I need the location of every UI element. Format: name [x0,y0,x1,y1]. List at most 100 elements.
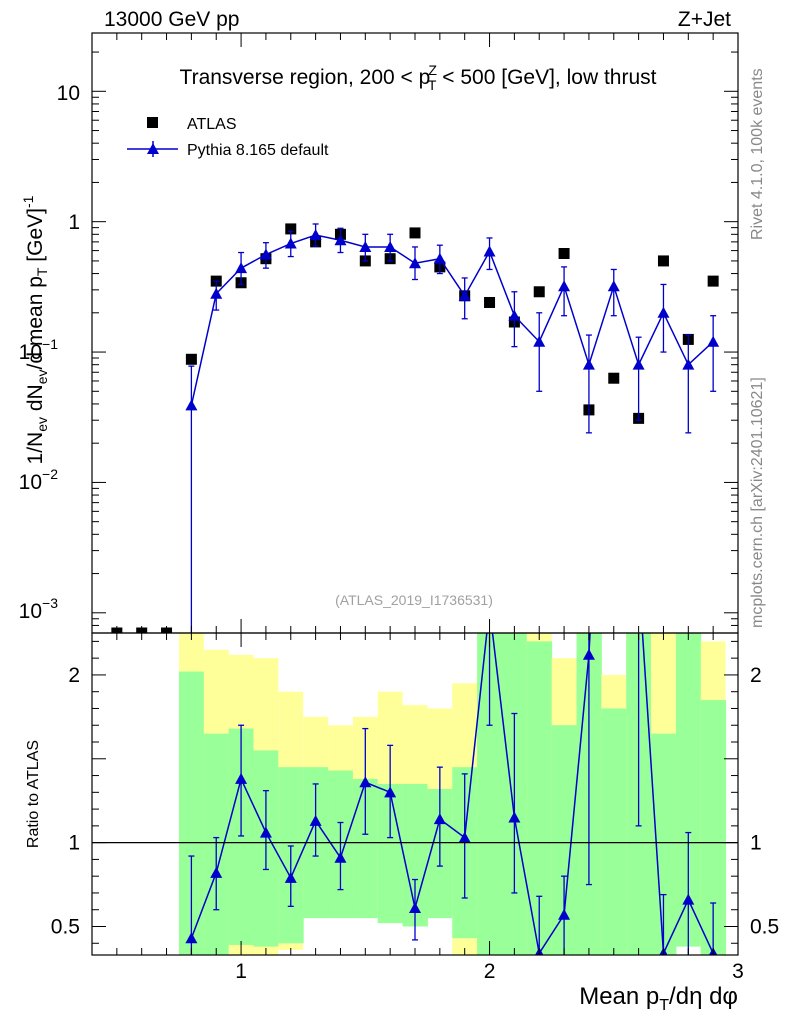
ratio-ytick-label-right: 2 [750,664,762,687]
mc-point-pythia [359,240,372,252]
xlabel: Mean pT/dη dφ [579,983,738,1014]
mc-point-pythia [235,262,248,274]
data-point-atlas [707,275,719,287]
legend-mc-label: Pythia 8.165 default [187,142,329,159]
data-point-atlas [285,223,297,235]
mc-point-pythia [508,309,521,321]
ratio-point [458,831,471,843]
ratio-point [409,902,421,914]
ratio-point [508,811,521,823]
ratio-point [235,772,248,784]
main-ylabel-d: [GeV] [24,208,47,268]
xtick-labels: 1 2 3 [235,960,744,983]
main-ylabel-b: dN [24,384,47,417]
legend-mc-marker [147,143,159,154]
ratio-uncertainty-bands [178,633,727,955]
ratio-ytick-label-left: 2 [68,664,80,687]
header-right: Z+Jet [678,8,731,31]
chart-title-a: Transverse region, 200 < p [180,66,431,89]
ytick-label-1e-2-base: 10 [19,471,42,494]
ytick-label-1e-3: 10−3 [19,595,59,623]
ratio-point [608,166,620,177]
data-point-atlas [533,286,545,298]
mc-point-pythia [334,234,347,246]
ratio-ytick-label-left: 0.5 [51,915,80,938]
mc-point-pythia [682,358,695,370]
chart-title-sub: T [428,77,437,93]
mc-point-pythia [533,335,546,347]
ratio-plot-marks [185,166,718,955]
mc-point-pythia [657,306,670,318]
ratio-point [384,786,397,798]
xlabel-b: /dη dφ [669,983,738,1010]
main-ylabel-s3: T [34,267,50,276]
mc-point-pythia [210,287,223,299]
chart-title: Transverse region, 200 < pZ T < 500 [GeV]… [180,62,657,93]
main-ylabel-s1: ev [34,417,50,432]
side-label-rivet: Rivet 4.1.0, 100k events [749,68,766,240]
xtick-label: 1 [235,960,247,983]
main-ylabel-s2: ev [34,369,50,384]
data-point-atlas [657,255,669,267]
ratio-point [284,871,297,883]
xlabel-a: Mean p [579,983,659,1010]
ytick-label-10: 10 [57,82,80,105]
ytick-label-1e-1-exp: −1 [42,336,58,352]
mc-point-pythia [309,229,322,241]
ytick-label-1: 1 [68,211,80,234]
ratio-point [682,893,695,905]
mc-point-pythia [433,252,446,264]
ratio-point [259,826,272,838]
mc-point-pythia [458,289,471,301]
mc-point-pythia [582,358,595,370]
ratio-point [433,813,446,825]
ytick-label-1e-1-base: 10 [19,341,42,364]
mc-point-pythia [284,237,297,249]
legend-data-marker [147,117,158,128]
ytick-label-1e-2-exp: −2 [42,466,58,482]
mc-point-pythia [707,335,720,347]
legend: ATLAS Pythia 8.165 default [127,116,329,159]
header-left: 13000 GeV pp [104,8,239,31]
xtick-label: 3 [732,960,744,983]
xlabel-sub: T [659,997,669,1014]
data-point-atlas [409,227,421,239]
mc-point-pythia [483,245,496,257]
data-point-atlas [608,372,620,384]
ytick-label-1e-1: 10−1 [19,336,59,364]
ratio-point [558,908,571,920]
main-ylabel-c: /d mean p [24,276,47,369]
data-point-atlas [185,353,197,365]
chart-title-sup: Z [428,62,437,78]
xtick-label: 2 [484,960,496,983]
main-ylabel-s4: -1 [20,195,36,208]
ratio-ytick-labels: 0.5 0.5 1 1 2 2 [51,664,779,939]
main-ylabel: 1/Nev dNev/d mean pT [GeV]-1 [20,195,50,464]
ratio-point [185,932,198,944]
ratio-point [210,866,223,878]
mc-point-pythia [558,280,571,292]
axis-ticks [91,33,739,955]
data-point-atlas [558,248,570,260]
ratio-ytick-label-left: 1 [68,832,80,855]
ytick-label-1e-3-base: 10 [19,600,42,623]
chart-title-b: < 500 [GeV], low thrust [436,66,656,89]
mc-point-pythia [607,280,620,292]
ratio-point [359,776,372,788]
ratio-series-line [190,633,714,955]
ratio-ytick-label-right: 0.5 [750,915,779,938]
ratio-ylabel: Ratio to ATLAS [25,740,42,848]
analysis-watermark: (ATLAS_2019_I1736531) [335,592,493,608]
mc-point-pythia [632,358,645,370]
ytick-label-1e-2: 10−2 [19,466,59,494]
ratio-point [334,851,347,863]
mc-point-pythia [185,399,198,411]
side-label-mcplots: mcplots.cern.ch [arXiv:2401.10621] [749,377,766,628]
ytick-label-1e-3-exp: −3 [42,595,58,611]
mc-point-pythia [384,240,397,252]
main-ylabel-a: 1/N [24,432,47,465]
main-plot-marks [111,223,720,633]
data-point-atlas [484,296,496,308]
ratio-ytick-label-right: 1 [750,832,762,855]
